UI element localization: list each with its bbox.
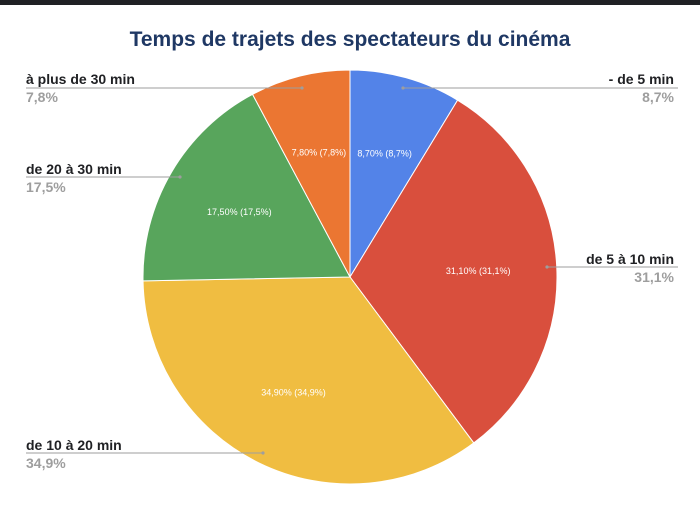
leader-dot-1	[545, 265, 549, 269]
callout-slice-4: à plus de 30 min 7,8%	[26, 70, 135, 106]
slice-data-label-3: 17,50% (17,5%)	[207, 207, 272, 217]
slice-percent: 34,9%	[26, 455, 66, 471]
chart-title: Temps de trajets des spectateurs du ciné…	[129, 28, 571, 51]
slice-data-label-2: 34,90% (34,9%)	[261, 387, 326, 397]
callout-slice-2: de 10 à 20 min 34,9%	[26, 436, 122, 472]
slice-data-label-0: 8,70% (8,7%)	[357, 148, 412, 158]
leader-dot-4	[300, 86, 304, 90]
pie-slice-4	[251, 69, 351, 278]
callout-slice-0: - de 5 min 8,7%	[609, 70, 674, 106]
slice-percent: 7,8%	[26, 89, 58, 105]
pie-slice-0	[349, 69, 459, 279]
pie-slice-2	[142, 276, 475, 485]
callout-slice-1: de 5 à 10 min 31,1%	[586, 250, 674, 286]
slice-percent: 17,5%	[26, 179, 66, 195]
slice-percent: 31,1%	[634, 269, 674, 285]
slice-data-label-4: 7,80% (7,8%)	[292, 147, 347, 157]
slice-percent: 8,7%	[642, 89, 674, 105]
leader-dot-0	[401, 86, 405, 90]
leader-dot-3	[178, 175, 182, 179]
slice-label: de 5 à 10 min	[586, 251, 674, 267]
slice-label: - de 5 min	[608, 71, 674, 87]
top-border	[0, 0, 700, 5]
callout-slice-3: de 20 à 30 min 17,5%	[26, 160, 122, 196]
slice-label: à plus de 30 min	[26, 71, 135, 87]
slice-label: de 10 à 20 min	[26, 437, 122, 453]
leader-dot-2	[261, 451, 265, 455]
slice-data-label-1: 31,10% (31,1%)	[446, 266, 511, 276]
pie-slice-3	[142, 93, 351, 282]
slice-label: de 20 à 30 min	[26, 161, 122, 177]
